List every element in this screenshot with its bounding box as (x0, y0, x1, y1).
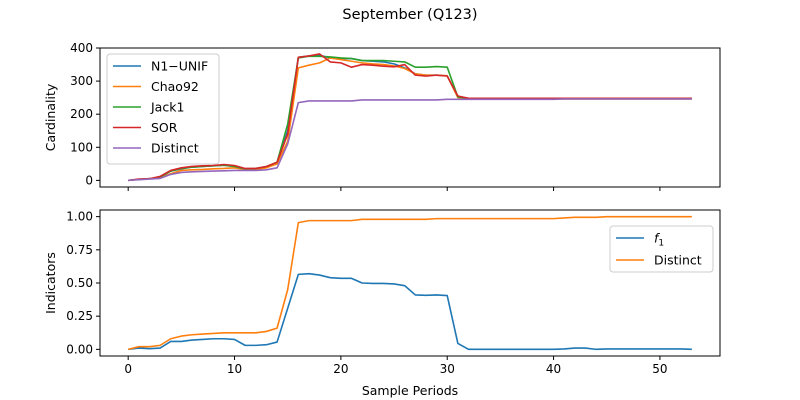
legend-box (106, 53, 220, 165)
y-tick-label: 0.25 (66, 309, 93, 323)
legend: N1−UNIF Chao92 Jack1 SOR Distinct (106, 53, 220, 165)
series-line-distinct (128, 98, 692, 182)
legend-label-distinct: Distinct (654, 253, 702, 268)
series-line-distinct (127, 215, 692, 351)
x-tick-label: 40 (546, 362, 561, 376)
x-tick-label: 50 (652, 362, 667, 376)
y-tick-label: 300 (70, 74, 93, 88)
legend-label-distinct: Distinct (151, 141, 199, 156)
legend-label-f1: f1 (654, 231, 664, 249)
y-axis-label: Cardinality (43, 83, 58, 151)
y-tick-label: 0.00 (66, 342, 93, 356)
y-tick-label: 0 (85, 173, 93, 187)
y-tick-label: 0.50 (66, 276, 93, 290)
legend-label-n1-unif: N1−UNIF (151, 59, 208, 74)
y-tick-label: 0.75 (66, 243, 93, 257)
y-tick-label: 400 (70, 41, 93, 55)
plot-frame (99, 47, 721, 188)
x-tick-label: 0 (124, 362, 132, 376)
legend-label-sor: SOR (151, 120, 178, 135)
indicators-panel: 0 10 20 30 40 50 0.00 0.25 0.50 0.75 1.00 Indicator… (43, 209, 721, 398)
y-tick-label: 1.00 (66, 210, 93, 224)
cardinality-panel: 0 100 200 300 400 Cardinality N1−UNIF Chao92 Jac… (43, 41, 721, 191)
series-line-f1 (128, 272, 692, 351)
figure-title: September (Q123) (342, 7, 477, 23)
y-axis-label: Indicators (43, 252, 58, 314)
legend-label-jack1: Jack1 (150, 100, 184, 115)
x-axis-label: Sample Periods (362, 383, 458, 398)
legend-label-chao92: Chao92 (151, 79, 199, 94)
x-tick-label: 20 (333, 362, 348, 376)
y-tick-label: 200 (70, 107, 93, 121)
x-tick-label: 30 (440, 362, 455, 376)
legend: f1 Distinct (609, 225, 714, 273)
x-tick-label: 10 (227, 362, 242, 376)
y-tick-label: 100 (70, 140, 93, 154)
